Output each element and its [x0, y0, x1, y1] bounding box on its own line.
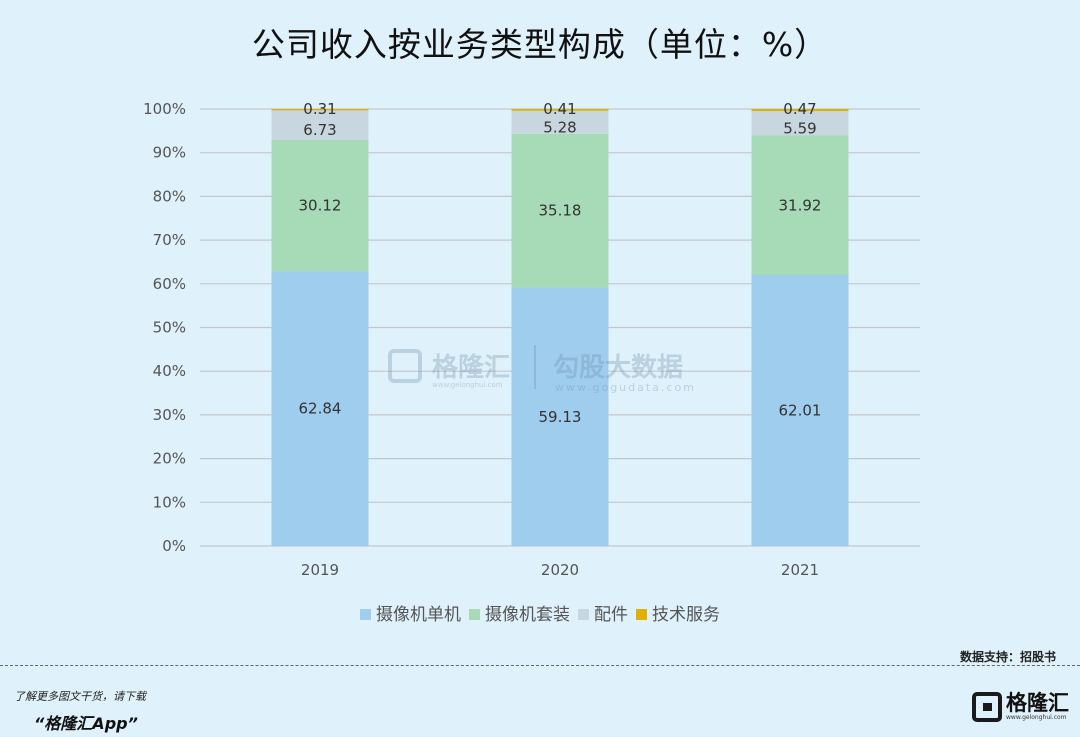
- y-tick-label: 10%: [153, 493, 186, 511]
- data-label: 6.73: [303, 121, 336, 139]
- bar-segment: [511, 133, 609, 288]
- x-tick-label: 2020: [541, 561, 579, 579]
- data-label: 30.12: [299, 197, 342, 215]
- legend-swatch: [578, 609, 589, 620]
- y-tick-label: 90%: [153, 144, 186, 162]
- data-label: 5.28: [543, 118, 576, 136]
- data-label: 62.84: [299, 400, 342, 418]
- data-label: 0.47: [783, 100, 816, 118]
- bar-segment: [751, 275, 849, 546]
- y-tick-label: 30%: [153, 406, 186, 424]
- logo-name: 格隆汇: [1006, 691, 1069, 715]
- brand-logo: 格隆汇 www.gelonghui.com: [972, 690, 1069, 724]
- y-tick-label: 70%: [153, 231, 186, 249]
- chart-legend: 摄像机单机 摄像机套装 配件 技术服务: [0, 600, 1080, 625]
- bar-segment: [511, 287, 609, 546]
- data-label: 62.01: [779, 402, 822, 420]
- logo-url: www.gelonghui.com: [1006, 714, 1067, 721]
- y-tick-label: 50%: [153, 319, 186, 337]
- watermark-brand-url: www.gogudata.com: [555, 381, 696, 394]
- footer-divider: [0, 665, 1080, 666]
- y-tick-label: 60%: [153, 275, 186, 293]
- data-label: 35.18: [539, 202, 582, 220]
- promo-text: 了解更多图文干货，请下载: [14, 690, 146, 703]
- watermark: 格隆汇 www.gelonghui.com 勾股大数据 www.gogudata…: [388, 345, 698, 399]
- data-label: 0.31: [303, 100, 336, 118]
- watermark-name-url: www.gelonghui.com: [432, 381, 503, 389]
- watermark-logo-icon: [388, 349, 422, 383]
- bar-segment: [271, 109, 369, 111]
- legend-item: 摄像机套装: [469, 600, 570, 625]
- legend-label: 摄像机单机: [376, 605, 461, 625]
- legend-item: 摄像机单机: [360, 600, 461, 625]
- promo-app-name: “格隆汇App”: [34, 714, 138, 733]
- data-label: 0.41: [543, 100, 576, 118]
- bar-segment: [271, 139, 369, 272]
- bar-segment: [511, 110, 609, 134]
- x-tick-label: 2019: [301, 561, 339, 579]
- legend-label: 技术服务: [652, 605, 720, 625]
- watermark-name: 格隆汇: [432, 353, 511, 383]
- legend-swatch: [469, 609, 480, 620]
- data-source: 数据支持：招股书: [959, 650, 1056, 664]
- y-tick-label: 0%: [162, 537, 186, 555]
- bar-segment: [511, 109, 609, 111]
- y-tick-label: 40%: [153, 362, 186, 380]
- bar-segment: [751, 109, 849, 112]
- y-tick-label: 20%: [153, 450, 186, 468]
- legend-label: 配件: [594, 605, 628, 625]
- stacked-bar-chart: 0% 10% 20% 30% 40% 50% 60% 70% 80% 90% 100% 62.84 30…: [143, 100, 920, 579]
- logo-icon: [972, 692, 1002, 722]
- chart-title: 公司收入按业务类型构成（单位：%）: [251, 25, 829, 64]
- data-label: 59.13: [539, 408, 582, 426]
- bar-segment: [751, 135, 849, 276]
- legend-item: 技术服务: [636, 600, 720, 625]
- bar-segment: [751, 111, 849, 136]
- y-tick-label: 80%: [153, 187, 186, 205]
- data-label: 31.92: [779, 196, 822, 214]
- data-label: 5.59: [783, 119, 816, 137]
- legend-swatch: [636, 609, 647, 620]
- legend-swatch: [360, 609, 371, 620]
- watermark-brand: 勾股大数据: [553, 353, 684, 383]
- bar-segment: [271, 110, 369, 140]
- y-tick-label: 100%: [143, 100, 186, 118]
- bar-segment: [271, 271, 369, 546]
- watermark-divider: [534, 345, 536, 389]
- x-tick-label: 2021: [781, 561, 819, 579]
- legend-label: 摄像机套装: [485, 605, 570, 625]
- legend-item: 配件: [578, 600, 628, 625]
